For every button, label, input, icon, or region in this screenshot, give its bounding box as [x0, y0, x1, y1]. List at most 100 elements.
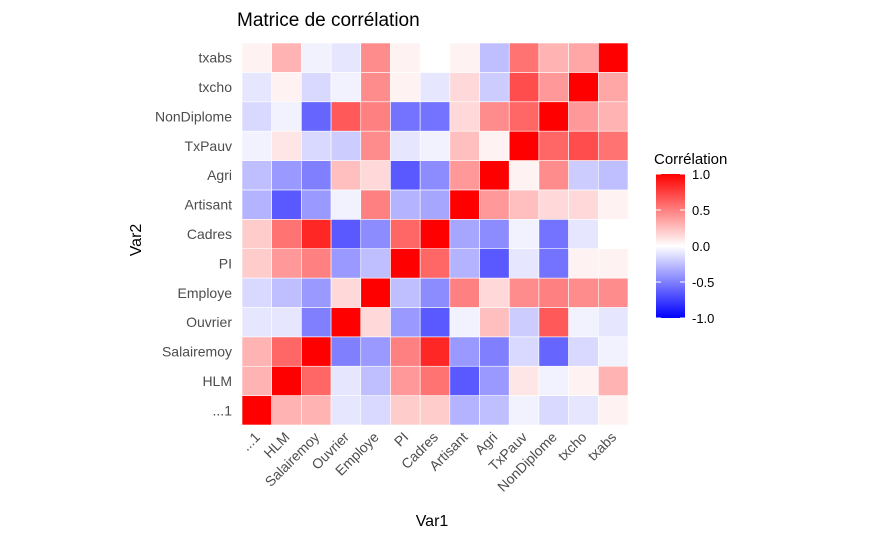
heatmap-cell: [479, 307, 510, 338]
heatmap-cell: [360, 395, 391, 426]
y-tick-label: txcho: [199, 79, 233, 95]
x-tick-label: txabs: [584, 429, 619, 464]
heatmap-cell: [449, 101, 480, 132]
heatmap-cell: [449, 365, 480, 396]
heatmap-cell: [449, 277, 480, 308]
heatmap-cell: [360, 219, 391, 249]
heatmap-cell: [330, 277, 362, 308]
heatmap-cell: [241, 277, 272, 308]
heatmap-cell: [568, 130, 599, 161]
heatmap-cell: [360, 365, 391, 396]
heatmap-cell: [419, 72, 451, 103]
heatmap-cell: [271, 42, 302, 73]
heatmap-cell: [360, 42, 391, 73]
heatmap-cell: [419, 101, 451, 132]
heatmap-cell: [508, 219, 540, 249]
heatmap-cell: [390, 219, 421, 249]
legend-title: Corrélation: [654, 151, 727, 168]
y-tick-label: Agri: [207, 167, 232, 183]
heatmap-cell: [390, 101, 421, 132]
heatmap-cell: [271, 130, 302, 161]
heatmap-cell: [390, 72, 421, 103]
heatmap-cell: [360, 72, 391, 103]
heatmap-cell: [390, 395, 421, 426]
heatmap-cell: [330, 248, 362, 279]
heatmap-cell: [271, 277, 302, 308]
heatmap-cell: [301, 130, 332, 161]
heatmap-cell: [479, 365, 510, 396]
heatmap-cell: [360, 189, 391, 220]
heatmap-cell: [330, 307, 362, 338]
heatmap-cell: [419, 277, 451, 308]
heatmap-cell: [508, 160, 540, 191]
x-tick-label: PI: [391, 429, 412, 450]
heatmap-cell: [449, 248, 480, 279]
heatmap-cell: [241, 307, 272, 338]
heatmap-cell: [538, 130, 569, 161]
heatmap-cell: [390, 336, 421, 367]
heatmap-cell: [508, 307, 540, 338]
heatmap-cell: [271, 365, 302, 396]
heatmap-cell: [419, 42, 451, 73]
heatmap-cell: [330, 219, 362, 249]
y-tick-label: PI: [219, 255, 232, 271]
heatmap-cell: [598, 72, 629, 103]
heatmap-cell: [419, 160, 451, 191]
heatmap-cell: [568, 42, 599, 73]
heatmap-cell: [390, 42, 421, 73]
heatmap-cell: [360, 307, 391, 338]
heatmap-cell: [479, 189, 510, 220]
heatmap-cell: [538, 42, 569, 73]
heatmap-cell: [598, 277, 629, 308]
heatmap-cell: [508, 130, 540, 161]
y-tick-label: txabs: [199, 50, 232, 66]
heatmap-cell: [419, 336, 451, 367]
heatmap-cell: [568, 336, 599, 367]
heatmap-cell: [449, 307, 480, 338]
heatmap-cell: [271, 336, 302, 367]
heatmap-cell: [538, 365, 569, 396]
heatmap-cell: [568, 277, 599, 308]
heatmap-cell: [479, 336, 510, 367]
heatmap-cell: [449, 189, 480, 220]
heatmap-cell: [271, 395, 302, 426]
heatmap-cell: [390, 365, 421, 396]
heatmap-cell: [419, 307, 451, 338]
heatmap-cell: [360, 160, 391, 191]
heatmap-cell: [271, 101, 302, 132]
heatmap-cell: [301, 72, 332, 103]
heatmap-cell: [301, 219, 332, 249]
legend-tick-label: -0.5: [692, 275, 714, 290]
heatmap-cell: [598, 307, 629, 338]
heatmap-cell: [241, 395, 272, 426]
heatmap-cell: [419, 395, 451, 426]
heatmap-cell: [538, 189, 569, 220]
heatmap-cell: [330, 336, 362, 367]
heatmap-cell: [479, 160, 510, 191]
heatmap-cell: [301, 248, 332, 279]
heatmap-cell: [330, 365, 362, 396]
heatmap-cell: [479, 248, 510, 279]
heatmap-cell: [330, 395, 362, 426]
heatmap-cell: [419, 130, 451, 161]
heatmap-cell: [538, 248, 569, 279]
heatmap-cell: [390, 160, 421, 191]
heatmap-cell: [449, 219, 480, 249]
heatmap-cell: [479, 277, 510, 308]
heatmap-cell: [479, 42, 510, 73]
heatmap-cell: [330, 72, 362, 103]
heatmap-cell: [419, 189, 451, 220]
heatmap-cell: [538, 72, 569, 103]
heatmap-cell: [449, 72, 480, 103]
heatmap-cell: [330, 101, 362, 132]
heatmap-cell: [538, 101, 569, 132]
x-tick-label: ...1: [238, 429, 263, 454]
y-tick-label: Artisant: [185, 197, 233, 213]
legend-tick-label: -1.0: [692, 311, 714, 326]
heatmap-cell: [241, 160, 272, 191]
heatmap-cell: [538, 307, 569, 338]
heatmap-cells: [241, 42, 629, 426]
y-tick-labels: ...1 HLM Salairemoy Ouvrier Employe PI Cadres A…: [155, 50, 232, 419]
legend-tick-label: 0.0: [692, 239, 710, 254]
